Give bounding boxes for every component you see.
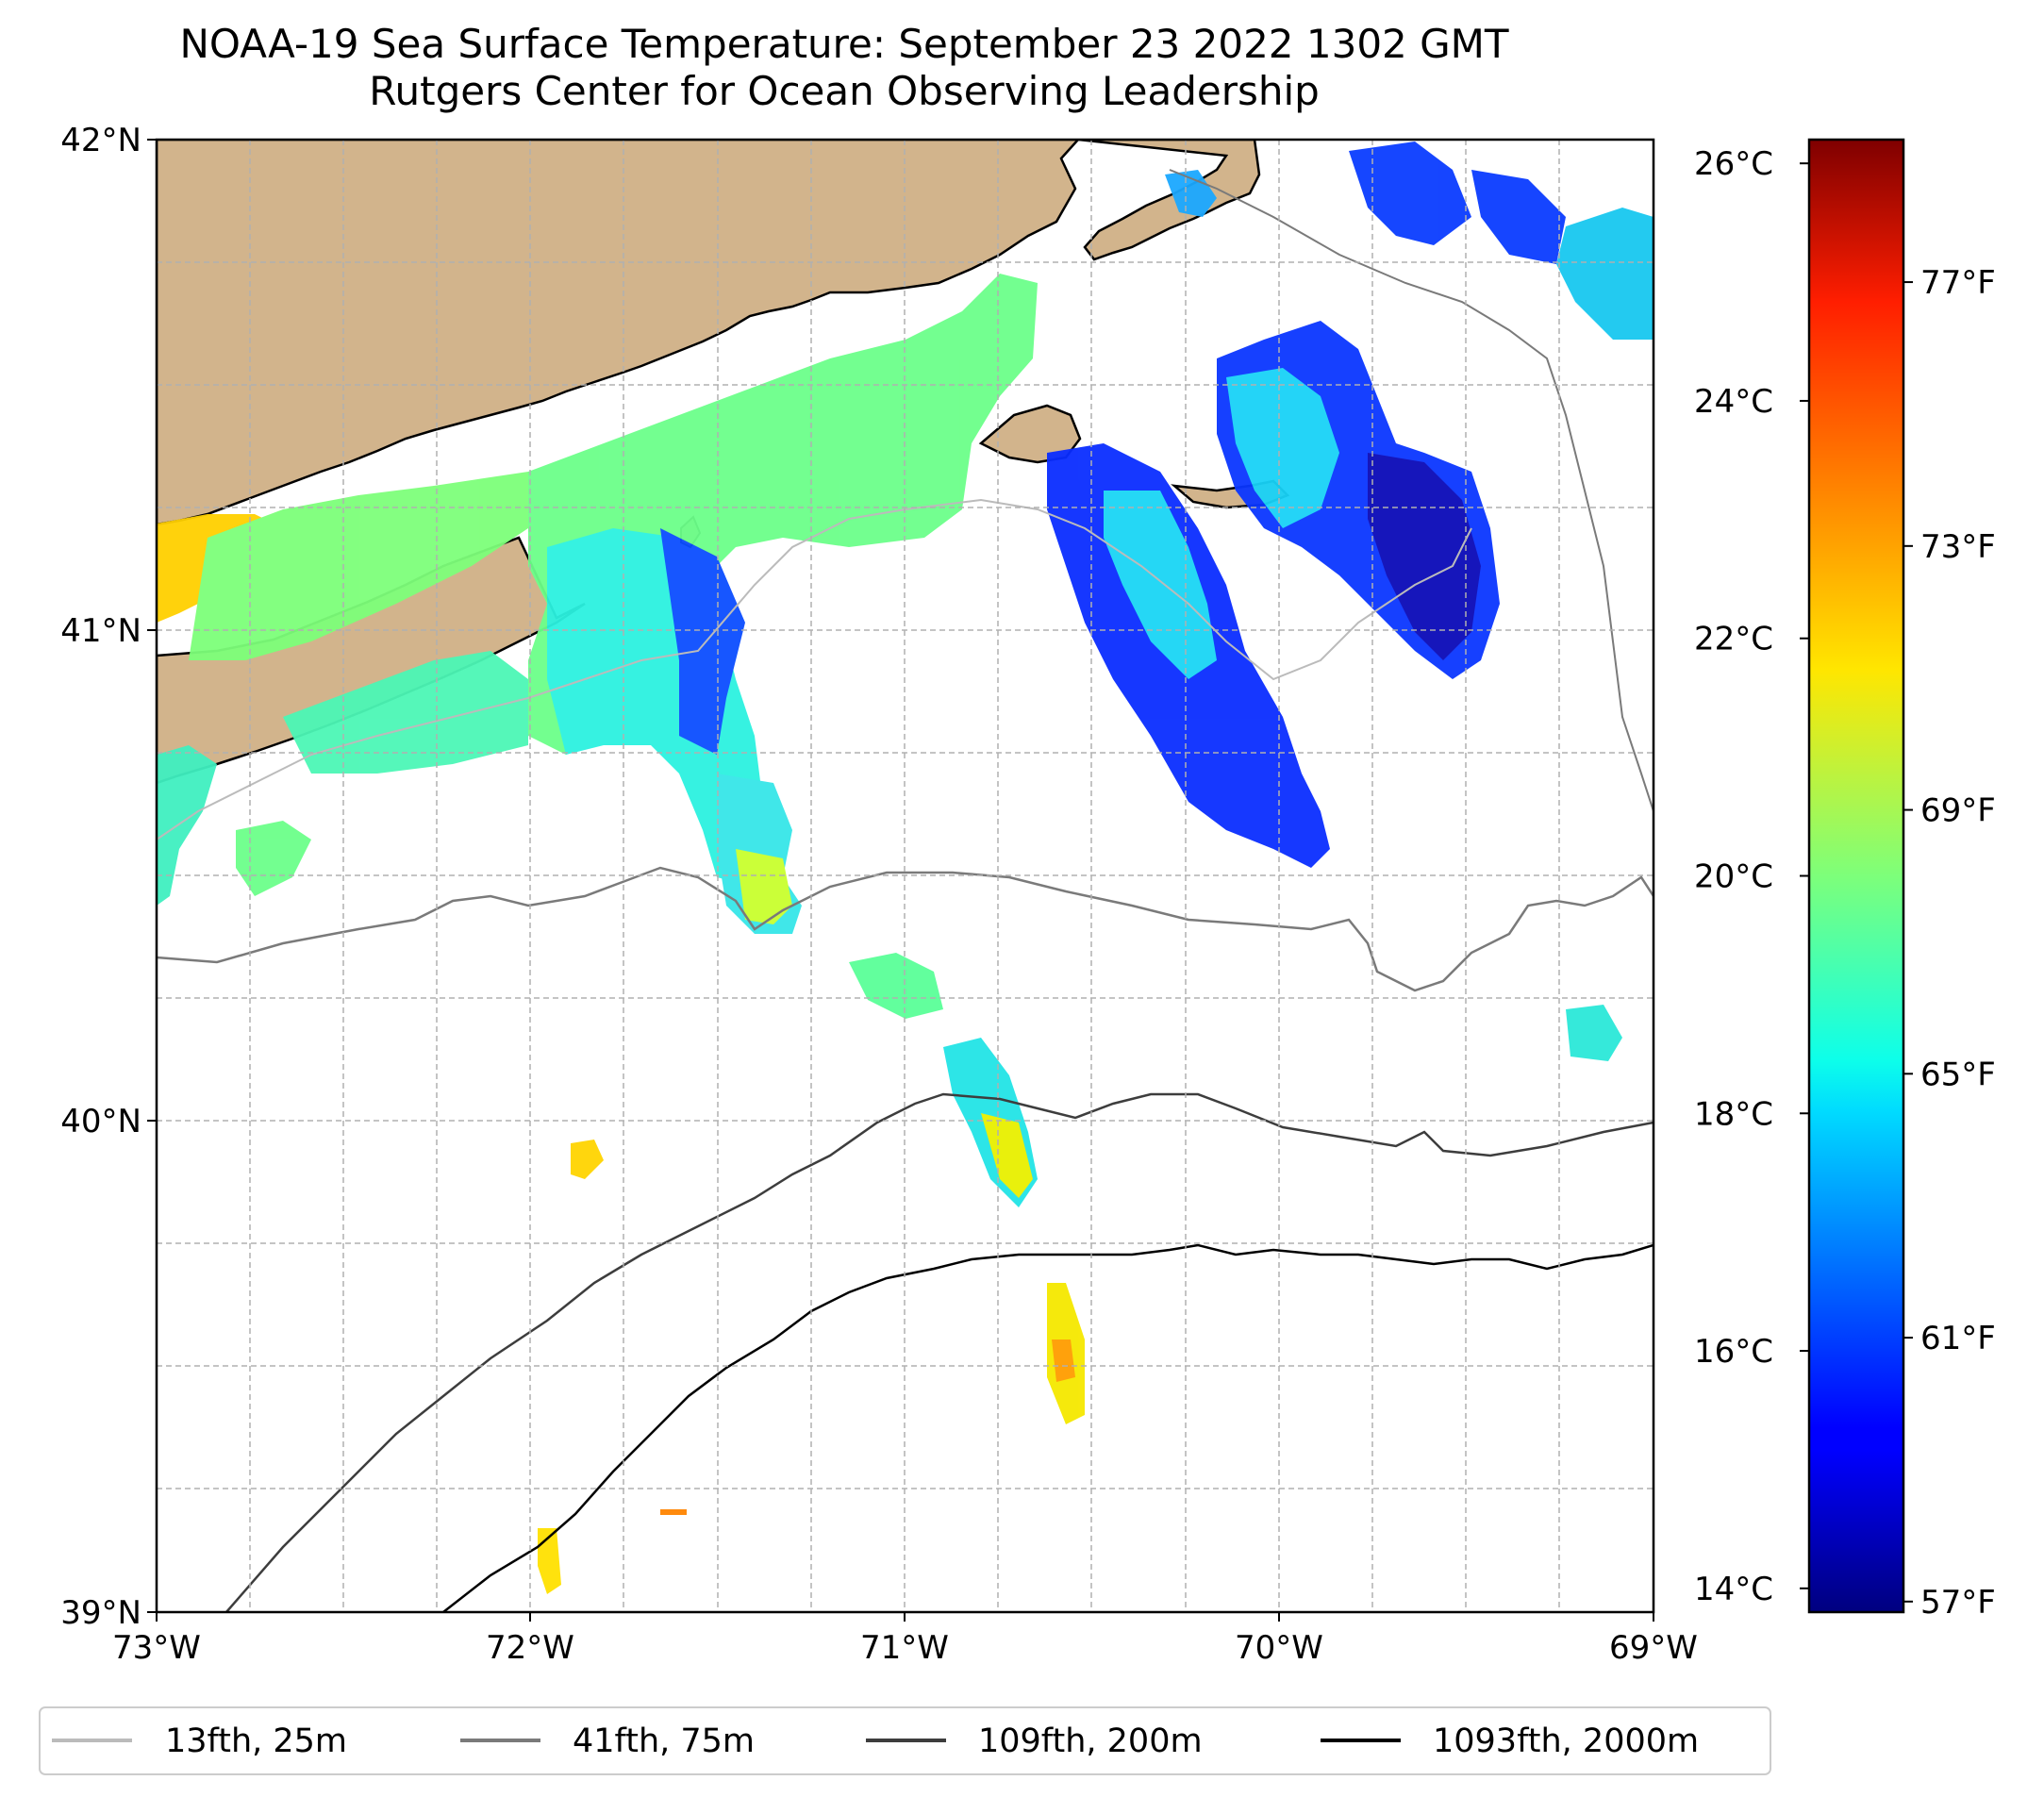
sst-patch-ne-corner-blue: [1471, 170, 1566, 264]
colorbar-celsius-label: 24°C: [1694, 383, 1773, 421]
isobaths: [157, 169, 1653, 1612]
lat-label-39: 39°N: [60, 1594, 141, 1632]
lat-label-40: 40°N: [60, 1103, 141, 1140]
isobath-25m: [157, 498, 1472, 840]
sst-patch-east-shelf: [1566, 1005, 1622, 1061]
sst-patch-small-yellow-2: [538, 1528, 561, 1594]
legend-label-75m: 41fth, 75m: [573, 1722, 755, 1760]
sst-data: [157, 141, 1653, 1594]
sst-patch-li-south-shore: [283, 651, 528, 774]
colorbar-celsius-scale: 26°C 24°C 22°C 20°C 18°C 16°C 14°C: [1694, 145, 1809, 1608]
legend-label-2000m: 1093fth, 2000m: [1433, 1722, 1699, 1760]
sst-patch-slope-orange: [1052, 1339, 1075, 1382]
colorbar-fahrenheit-label: 65°F: [1920, 1056, 1996, 1093]
lat-label-41: 41°N: [60, 612, 141, 650]
sst-patch-gulf-of-maine: [1349, 141, 1471, 245]
land-new-england: [157, 140, 1080, 526]
chart-title: NOAA-19 Sea Surface Temperature: Septemb…: [0, 21, 1688, 115]
colorbar-fahrenheit-label: 61°F: [1920, 1320, 1996, 1357]
colorbar-celsius-label: 18°C: [1694, 1095, 1773, 1133]
colorbar: 26°C 24°C 22°C 20°C 18°C 16°C 14°C 77°F 73°F 69°…: [1694, 138, 1996, 1622]
lon-label-73: 73°W: [112, 1629, 201, 1667]
legend-label-25m: 13fth, 25m: [165, 1722, 347, 1760]
isobath-legend: 13fth, 25m 41fth, 75m 109fth, 200m 1093f…: [39, 1706, 1771, 1775]
isobath-75m: [157, 866, 1653, 992]
title-line-2: Rutgers Center for Ocean Observing Leade…: [369, 68, 1320, 114]
map-ticks: [147, 139, 1654, 1622]
colorbar-fahrenheit-label: 69°F: [1920, 792, 1996, 830]
lat-axis-labels: 42°N 41°N 40°N 39°N: [60, 122, 141, 1632]
colorbar-fahrenheit-label: 77°F: [1920, 264, 1996, 302]
isobath-75m-inner: [1169, 169, 1653, 812]
isobath-200m: [225, 1092, 1653, 1612]
colorbar-gradient: [1807, 138, 1905, 1614]
sst-patch-shelf-green: [849, 953, 943, 1019]
sst-patch-ne-corner: [1556, 208, 1653, 340]
lon-label-70: 70°W: [1235, 1629, 1323, 1667]
map-panel: [157, 140, 1653, 1612]
sst-patch-west-shelf-2: [236, 821, 311, 896]
colorbar-celsius-label: 16°C: [1694, 1333, 1773, 1371]
colorbar-fahrenheit-label: 57°F: [1920, 1584, 1996, 1622]
colorbar-celsius-label: 14°C: [1694, 1571, 1773, 1608]
lon-label-71: 71°W: [860, 1629, 949, 1667]
lat-label-42: 42°N: [60, 122, 141, 159]
title-line-1: NOAA-19 Sea Surface Temperature: Septemb…: [179, 21, 1509, 67]
sst-patch-east-nantucket-cyan: [1226, 368, 1339, 528]
legend-label-200m: 109fth, 200m: [978, 1722, 1203, 1760]
sst-patch-cc-bay: [1165, 170, 1217, 217]
sst-patch-nantucket-shoals-cyan: [1104, 491, 1217, 679]
gridlines: [157, 140, 1653, 1612]
sst-patch-li-sound: [189, 472, 528, 660]
sst-patch-east-nantucket-navy: [1368, 453, 1481, 660]
sst-patch-small-orange: [660, 1509, 687, 1515]
colorbar-celsius-label: 26°C: [1694, 145, 1773, 183]
lon-label-69: 69°W: [1609, 1629, 1698, 1667]
sst-patch-shelf-break-yellow: [981, 1113, 1033, 1198]
sst-patch-south-plume-yellow: [736, 849, 792, 924]
sst-patch-block-channel-blue: [660, 528, 745, 755]
lon-axis-labels: 73°W 72°W 71°W 70°W 69°W: [112, 1629, 1698, 1667]
lon-label-72: 72°W: [486, 1629, 574, 1667]
sst-patch-west-shelf: [157, 745, 217, 906]
isobath-2000m: [442, 1243, 1653, 1612]
sst-patch-small-yellow-1: [571, 1140, 604, 1179]
colorbar-fahrenheit-scale: 77°F 73°F 69°F 65°F 61°F 57°F: [1903, 264, 1996, 1622]
colorbar-fahrenheit-label: 73°F: [1920, 528, 1996, 566]
land-marthas-vineyard: [978, 404, 1082, 464]
colorbar-celsius-label: 22°C: [1694, 621, 1773, 658]
colorbar-celsius-label: 20°C: [1694, 858, 1773, 896]
